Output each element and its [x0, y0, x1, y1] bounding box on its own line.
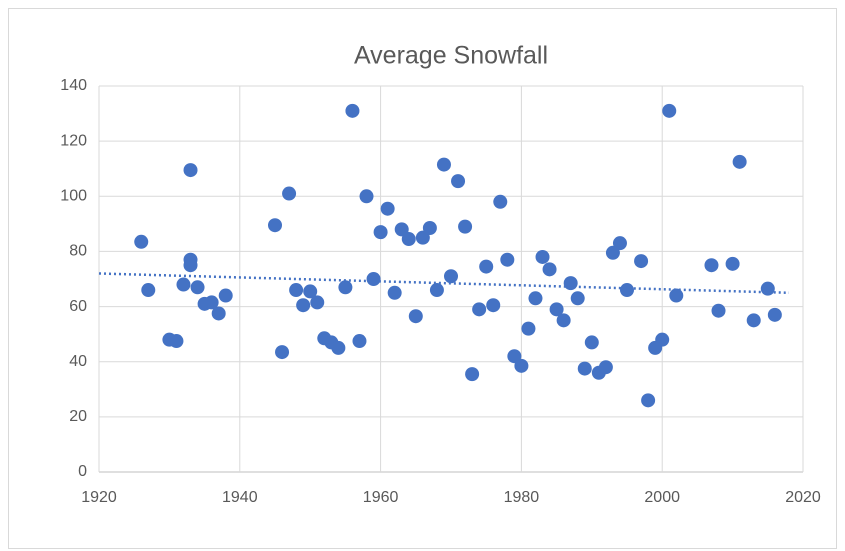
point [704, 258, 719, 273]
point [563, 276, 578, 291]
point [620, 283, 634, 298]
point [183, 258, 198, 273]
point [655, 332, 670, 347]
point [408, 309, 423, 324]
y-tick-label: 100 [60, 188, 87, 205]
point [605, 245, 620, 260]
point [190, 280, 205, 295]
point [183, 163, 198, 178]
point [465, 367, 480, 382]
point [444, 269, 458, 284]
point [514, 358, 529, 373]
point [169, 334, 184, 349]
point [380, 201, 395, 216]
y-tick-label: 40 [69, 353, 87, 370]
x-tick-label: 1960 [363, 489, 399, 506]
point [282, 186, 297, 201]
point [451, 174, 466, 189]
point [218, 288, 233, 303]
point [634, 254, 649, 269]
point [415, 230, 430, 245]
y-tick-label: 20 [69, 408, 87, 425]
point [584, 335, 599, 350]
point [577, 361, 592, 376]
point [429, 283, 444, 298]
x-tick-label: 1940 [222, 489, 258, 506]
point [507, 349, 522, 364]
y-tick-label: 120 [60, 132, 87, 149]
point [500, 252, 515, 267]
point [296, 298, 311, 313]
point [612, 236, 627, 251]
point [725, 256, 740, 271]
point [359, 189, 374, 204]
point [352, 334, 367, 349]
point [521, 321, 536, 336]
point [141, 283, 156, 298]
point [549, 302, 564, 317]
point [732, 154, 747, 169]
point [556, 313, 571, 328]
point [289, 283, 304, 298]
point [535, 249, 550, 264]
chart-title: Average Snowfall [354, 42, 548, 70]
point [387, 285, 402, 300]
point [134, 234, 149, 249]
x-tick-label: 1980 [504, 489, 540, 506]
point [310, 295, 325, 310]
point [394, 222, 409, 237]
point [275, 345, 290, 360]
y-tick-label: 140 [60, 77, 87, 94]
point [373, 225, 388, 240]
point [760, 281, 775, 296]
point [662, 103, 677, 118]
point [767, 307, 782, 322]
point [176, 277, 191, 292]
point [458, 219, 473, 234]
point [268, 218, 282, 233]
point [542, 262, 557, 277]
point [711, 303, 726, 318]
point [331, 340, 346, 355]
point [479, 259, 494, 274]
x-tick-label: 2000 [644, 489, 680, 506]
y-tick-label: 80 [69, 243, 87, 260]
point [338, 280, 353, 295]
point [472, 302, 487, 317]
point [345, 103, 360, 118]
point [598, 360, 613, 375]
point [528, 291, 543, 306]
point [204, 295, 219, 310]
point [570, 291, 585, 306]
y-tick-label: 0 [78, 463, 87, 480]
point [401, 232, 416, 247]
chart-border [8, 8, 837, 549]
y-tick-label: 60 [69, 298, 87, 315]
point [746, 313, 761, 328]
point [436, 157, 451, 172]
point [303, 284, 318, 299]
point [211, 306, 226, 321]
point [493, 194, 508, 209]
x-tick-label: 2020 [785, 489, 821, 506]
point [669, 288, 684, 303]
point [422, 220, 437, 235]
point [366, 272, 381, 286]
point [486, 298, 501, 313]
point [641, 393, 656, 408]
x-tick-label: 1920 [81, 489, 117, 506]
